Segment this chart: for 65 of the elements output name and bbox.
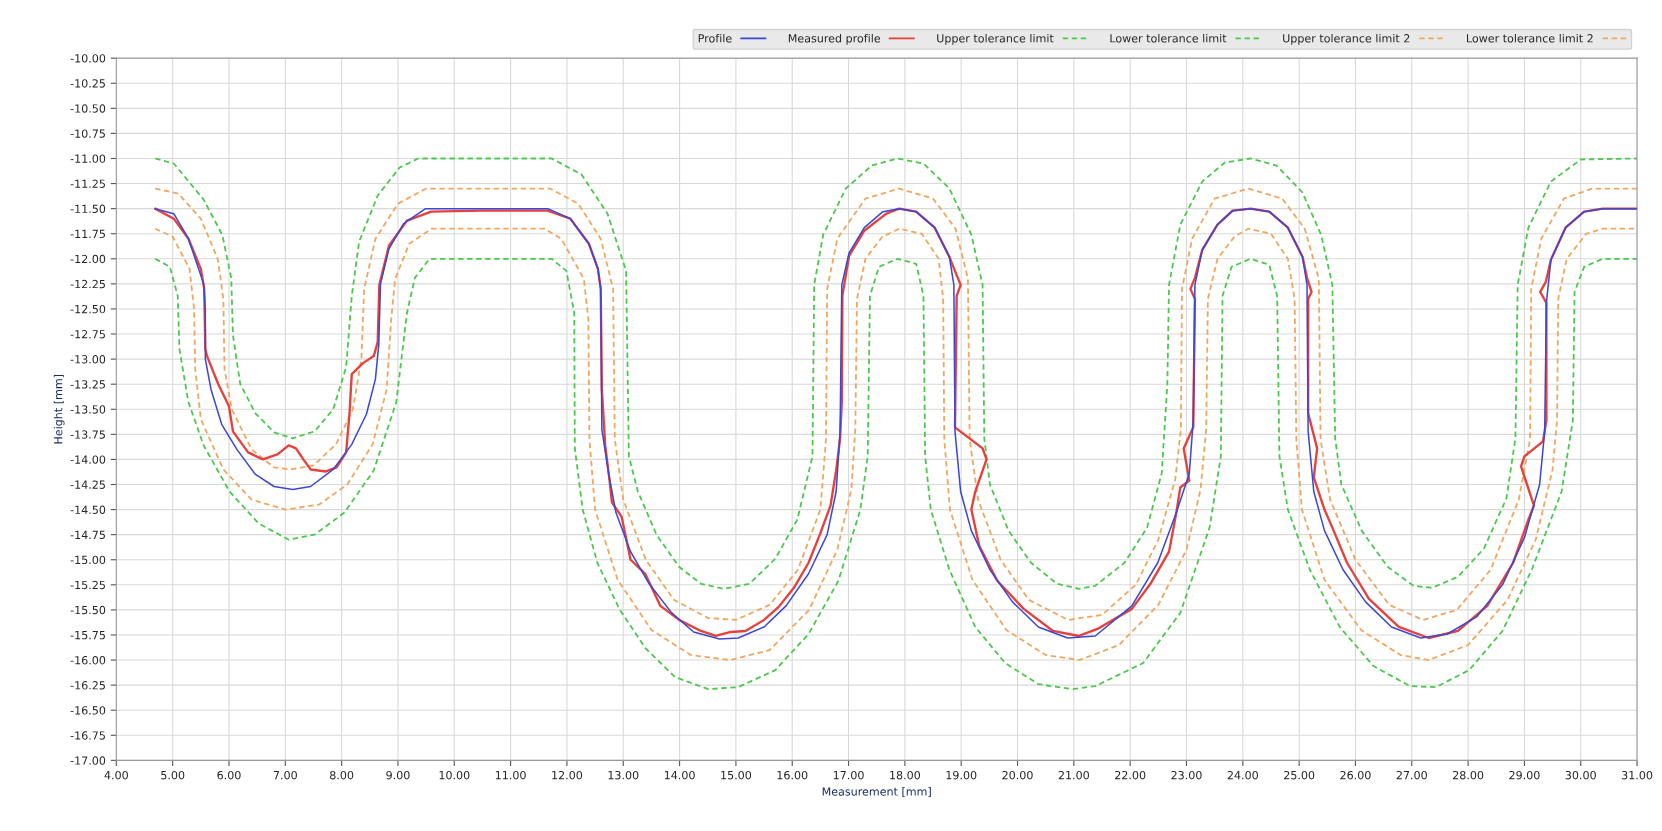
y-tick-label: -13.75 [70,430,105,439]
x-tick-label: 27.00 [1396,770,1427,780]
x-tick-label: 18.00 [890,770,921,780]
legend-label: Profile [698,33,732,43]
legend-label: Upper tolerance limit [937,33,1054,45]
x-tick-label: 28.00 [1453,770,1484,780]
y-tick-label: -12.75 [70,330,105,339]
y-tick-label: -16.25 [70,681,105,690]
y-tick-label: -13.50 [70,405,106,414]
y-tick-label: -17.00 [70,756,106,765]
legend-label: Upper tolerance limit 2 [1283,33,1410,45]
y-tick-label: -12.00 [70,254,106,264]
x-tick-label: 30.00 [1565,770,1596,780]
y-tick-label: -13.25 [70,380,105,389]
x-tick-label: 22.00 [1115,770,1146,780]
y-tick-label: -16.75 [70,731,105,740]
legend-label: Lower tolerance limit 2 [1467,33,1593,43]
x-tick-label: 31.00 [1622,770,1653,780]
x-tick-label: 9.00 [386,770,410,780]
y-tick-label: -15.50 [70,605,106,615]
y-tick-label: -11.00 [70,154,106,163]
y-tick-label: -15.25 [70,580,105,590]
x-tick-label: 19.00 [946,770,977,780]
x-tick-label: 23.00 [1171,770,1202,780]
x-tick-label: 25.00 [1284,770,1315,780]
x-tick-label: 26.00 [1340,770,1371,780]
y-tick-label: -12.50 [70,304,106,314]
x-tick-label: 11.00 [495,770,526,780]
y-tick-label: -11.50 [70,204,106,214]
y-tick-label: -11.75 [70,229,105,239]
y-tick-label: -16.50 [70,706,106,715]
x-tick-label: 12.00 [552,770,583,780]
y-tick-label: -10.00 [70,54,106,63]
x-tick-label: 14.00 [664,770,695,780]
x-axis-title: Measurement [mm] [822,787,931,797]
x-tick-label: 8.00 [330,770,354,780]
y-tick-label: -10.50 [70,104,106,113]
x-tick-label: 4.00 [104,770,128,780]
y-axis-title: Height [mm] [53,374,65,444]
y-tick-label: -15.75 [70,631,105,640]
x-tick-label: 6.00 [217,770,241,780]
x-tick-label: 29.00 [1509,770,1540,780]
y-tick-label: -13.00 [70,355,106,364]
x-tick-label: 21.00 [1058,770,1089,780]
x-tick-label: 20.00 [1002,770,1033,780]
legend-label: Lower tolerance limit [1110,33,1227,43]
y-tick-label: -14.00 [70,455,106,464]
y-tick-label: -14.25 [70,480,105,489]
x-tick-label: 13.00 [608,770,639,780]
x-tick-label: 10.00 [439,770,470,780]
x-tick-label: 15.00 [721,770,752,780]
y-tick-label: -12.25 [70,279,105,289]
y-tick-label: -14.50 [70,505,106,514]
y-tick-label: -15.00 [70,555,106,565]
x-tick-label: 7.00 [273,770,297,780]
x-tick-label: 24.00 [1227,770,1258,780]
legend-label: Measured profile [788,33,881,45]
y-tick-label: -11.25 [70,179,105,188]
y-tick-label: -10.25 [70,79,105,88]
x-tick-label: 17.00 [833,770,864,780]
x-tick-label: 16.00 [777,770,808,780]
y-tick-label: -10.75 [70,129,105,138]
y-tick-label: -16.00 [70,656,106,665]
y-tick-label: -14.75 [70,530,105,540]
x-tick-label: 5.00 [161,770,185,780]
